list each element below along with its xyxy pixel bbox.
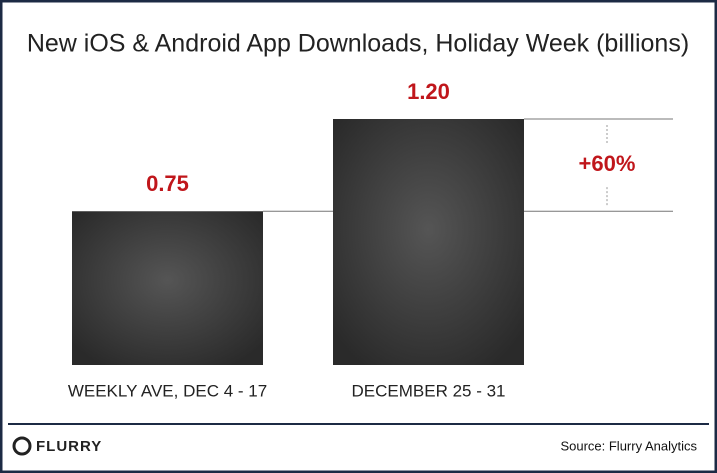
source: Source: Flurry Analytics xyxy=(560,438,697,453)
logo: FLURRY xyxy=(36,438,102,455)
value-label: 1.20 xyxy=(407,79,450,104)
bar xyxy=(333,119,524,365)
x-tick-label: WEEKLY AVE, DEC 4 - 17 xyxy=(68,381,267,400)
annotation: +60% xyxy=(579,151,636,176)
value-label: 0.75 xyxy=(146,171,189,196)
chart-title: New iOS & Android App Downloads, Holiday… xyxy=(27,30,689,58)
logo-icon xyxy=(12,436,32,456)
bar xyxy=(72,211,263,365)
x-tick-label: DECEMBER 25 - 31 xyxy=(352,381,506,400)
